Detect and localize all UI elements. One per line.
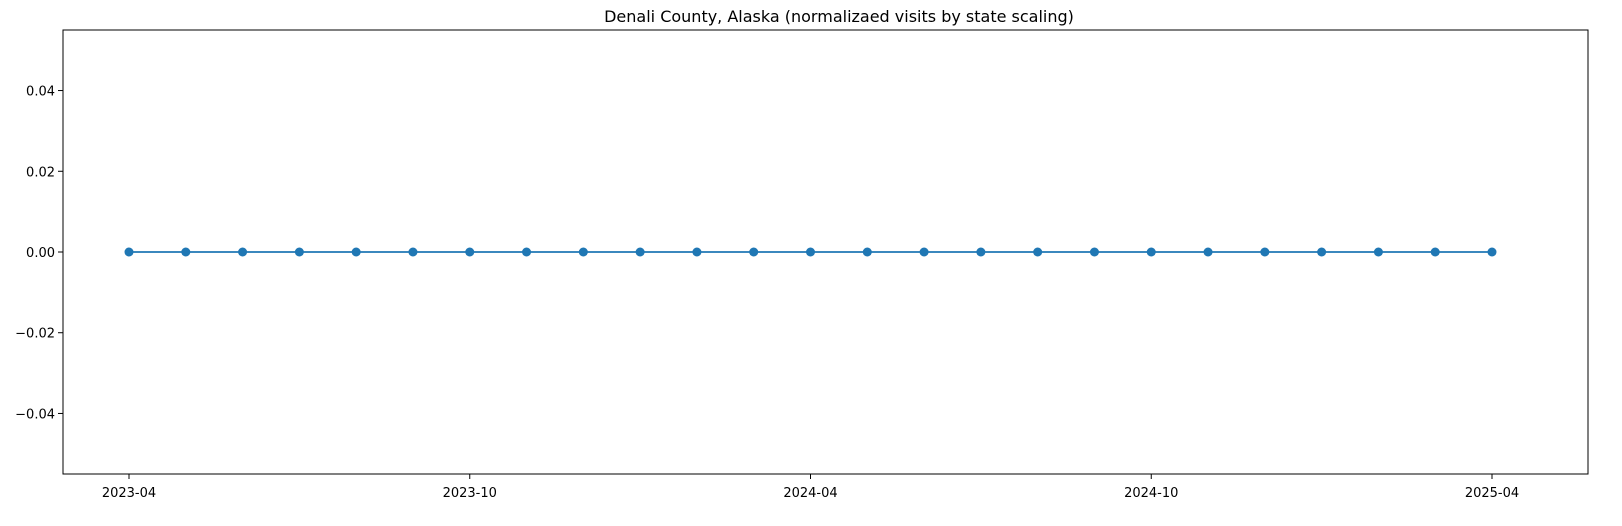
data-point — [1373, 247, 1383, 257]
x-axis: 2023-04 2023-10 2024-04 2024-10 2025-04 — [102, 474, 1519, 501]
data-point — [294, 247, 304, 257]
y-tick-label: 0.04 — [26, 85, 55, 100]
data-point — [181, 247, 191, 257]
data-point — [749, 247, 759, 257]
data-point — [976, 247, 986, 257]
y-axis: −0.04 −0.02 0.00 0.02 0.04 — [15, 85, 63, 422]
data-point — [238, 247, 248, 257]
x-tick-label: 2023-04 — [102, 486, 156, 501]
data-point — [1487, 247, 1497, 257]
data-point — [1260, 247, 1270, 257]
data-point — [919, 247, 929, 257]
data-point — [1089, 247, 1099, 257]
x-tick-label: 2025-04 — [1465, 486, 1519, 501]
data-point — [1430, 247, 1440, 257]
data-point — [692, 247, 702, 257]
data-point — [351, 247, 361, 257]
data-point — [1317, 247, 1327, 257]
y-tick-label: 0.00 — [26, 246, 55, 261]
data-point — [124, 247, 134, 257]
x-tick-label: 2024-04 — [783, 486, 837, 501]
data-point — [862, 247, 872, 257]
series-layer — [124, 247, 1497, 257]
data-point — [408, 247, 418, 257]
data-point — [522, 247, 532, 257]
data-point — [635, 247, 645, 257]
data-point — [578, 247, 588, 257]
data-point — [1203, 247, 1213, 257]
data-point — [1146, 247, 1156, 257]
x-tick-label: 2024-10 — [1124, 486, 1178, 501]
y-tick-label: −0.02 — [15, 327, 55, 342]
data-point — [465, 247, 475, 257]
chart-title: Denali County, Alaska (normalizaed visit… — [604, 7, 1074, 26]
data-point — [806, 247, 815, 257]
x-tick-label: 2023-10 — [443, 486, 497, 501]
data-point — [1033, 247, 1043, 257]
plot-frame — [62, 29, 1589, 475]
y-tick-label: −0.04 — [15, 407, 55, 422]
y-tick-label: 0.02 — [26, 165, 55, 180]
